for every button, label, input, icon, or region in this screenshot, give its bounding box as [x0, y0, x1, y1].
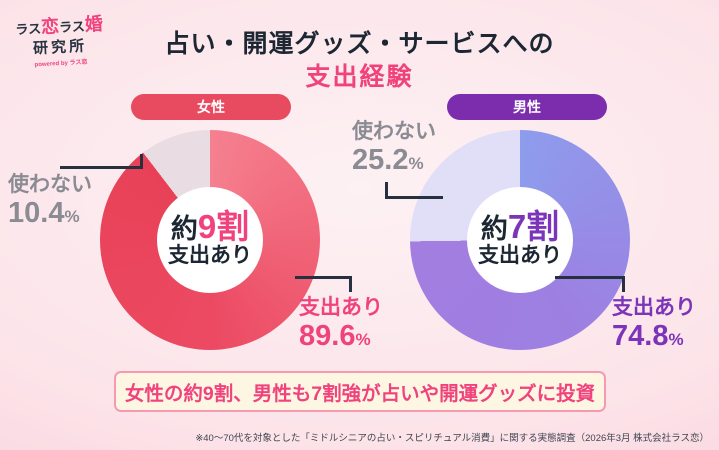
male-nonuser-label: 使わない 25.2%	[352, 120, 436, 177]
slice-label: 支出あり	[299, 296, 383, 319]
leader-line-male-nonuser	[385, 182, 443, 199]
value-number: 10.4	[8, 197, 65, 230]
leader-line-female-nonuser	[60, 154, 143, 169]
percent-sign: %	[64, 207, 80, 227]
percent-sign: %	[408, 154, 424, 174]
slice-label: 使わない	[352, 120, 436, 143]
leader-line-female-spender	[295, 276, 352, 292]
slice-value: 10.4%	[8, 197, 92, 230]
value-number: 25.2	[352, 144, 409, 177]
value-number: 89.6	[299, 320, 356, 353]
survey-footnote: ※40〜70代を対象とした「ミドルシニアの占い・スピリチュアル消費」に関する実態…	[195, 433, 709, 444]
value-number: 74.8	[612, 320, 669, 353]
female-center-headline: 約9割	[171, 210, 249, 243]
male-center-sub: 支出あり	[478, 244, 562, 268]
male-badge: 男性	[447, 94, 607, 120]
female-donut-center: 約9割 支出あり	[157, 187, 263, 293]
slice-value: 89.6%	[299, 320, 383, 353]
male-center-headline: 約7割	[481, 210, 559, 243]
slice-value: 25.2%	[352, 144, 436, 177]
female-badge: 女性	[131, 94, 291, 120]
center-big: 7割	[507, 208, 560, 246]
slice-label: 支出あり	[612, 296, 696, 319]
male-spender-label: 支出あり 74.8%	[612, 296, 696, 353]
slice-label: 使わない	[8, 173, 92, 196]
leader-line-male-spender	[555, 276, 625, 292]
page-title-line2: 支出経験	[305, 63, 414, 91]
female-donut-chart: 約9割 支出あり	[100, 130, 320, 350]
takeaway-banner: 女性の約9割、男性も7割強が占いや開運グッズに投資	[114, 371, 606, 412]
center-prefix: 約	[480, 214, 508, 245]
takeaway-text: 女性の約9割、男性も7割強が占いや開運グッズに投資	[124, 383, 596, 405]
percent-sign: %	[355, 330, 371, 350]
male-donut-center: 約7割 支出あり	[467, 187, 573, 293]
center-big: 9割	[197, 208, 250, 246]
percent-sign: %	[668, 330, 684, 350]
female-nonuser-label: 使わない 10.4%	[8, 173, 92, 230]
female-spender-label: 支出あり 89.6%	[299, 296, 383, 353]
page-title-line1: 占い・開運グッズ・サービスへの	[164, 30, 555, 58]
center-prefix: 約	[170, 214, 198, 245]
female-center-sub: 支出あり	[168, 244, 252, 268]
slice-value: 74.8%	[612, 320, 696, 353]
male-donut-chart: 約7割 支出あり	[410, 130, 630, 350]
